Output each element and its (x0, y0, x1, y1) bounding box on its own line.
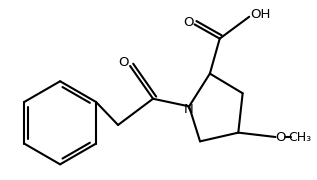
Text: O: O (183, 16, 193, 29)
Text: O: O (118, 56, 129, 69)
Text: N: N (184, 103, 194, 116)
Text: CH₃: CH₃ (288, 130, 311, 143)
Text: OH: OH (250, 8, 270, 21)
Text: O: O (276, 130, 286, 143)
